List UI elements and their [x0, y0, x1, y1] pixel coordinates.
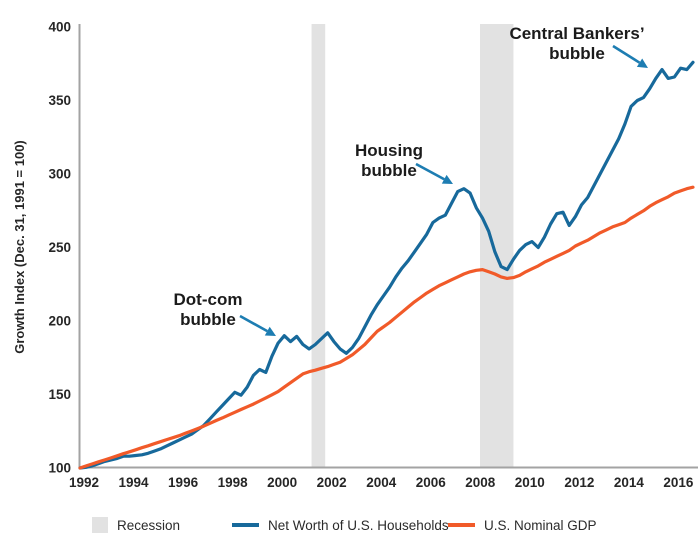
- x-tick-label: 2000: [267, 475, 297, 490]
- recession-band: [311, 24, 326, 468]
- x-tick-label: 2006: [416, 475, 447, 490]
- x-tick-label: 2010: [515, 475, 545, 490]
- annotation-arrow: [415, 162, 445, 181]
- annotation-text: bubble: [180, 310, 236, 329]
- y-axis-title: Growth Index (Dec. 31, 1991 = 100): [12, 140, 27, 354]
- annotation-arrow: [612, 44, 641, 64]
- annotation-text: bubble: [549, 44, 605, 63]
- legend-label-recession: Recession: [117, 517, 181, 533]
- annotation-arrowhead: [264, 326, 276, 336]
- x-tick-label: 2004: [366, 475, 397, 490]
- annotation-arrow: [239, 314, 268, 333]
- annotation-text: Dot-com: [174, 290, 243, 309]
- x-tick-label: 1994: [119, 475, 150, 490]
- y-tick-label: 400: [48, 20, 71, 35]
- legend-label-gdp: U.S. Nominal GDP: [484, 517, 597, 533]
- annotation-arrowhead: [441, 174, 453, 184]
- y-tick-label: 350: [48, 93, 71, 108]
- legend: Recession Net Worth of U.S. Households U…: [0, 511, 700, 543]
- gdp-swatch: [448, 523, 475, 527]
- legend-item-recession: Recession: [92, 511, 180, 539]
- y-tick-label: 300: [48, 167, 71, 182]
- x-tick-label: 2012: [564, 475, 594, 490]
- y-tick-label: 100: [48, 461, 71, 476]
- annotation-arrowhead: [636, 58, 648, 68]
- recession-swatch: [92, 517, 108, 533]
- x-tick-label: 1992: [69, 475, 99, 490]
- gdp-line: [78, 185, 695, 470]
- x-tick-label: 2016: [663, 475, 694, 490]
- chart-canvas: 100 150 200 250 300 350 400 1992 1994 1996 1998 200…: [12, 20, 698, 490]
- net-worth-swatch: [232, 523, 259, 527]
- y-tick-label: 250: [48, 240, 71, 255]
- x-tick-label: 1996: [168, 475, 199, 490]
- y-tick-label: 200: [48, 314, 71, 329]
- x-tick-label: 2008: [465, 475, 496, 490]
- net-worth-line: [78, 60, 695, 470]
- annotation-text: bubble: [361, 161, 417, 180]
- annotation-text: Central Bankers’: [509, 24, 644, 43]
- legend-label-net-worth: Net Worth of U.S. Households: [268, 517, 449, 533]
- legend-item-net-worth: Net Worth of U.S. Households: [232, 511, 449, 539]
- recession-band: [479, 24, 514, 468]
- x-tick-label: 2014: [614, 475, 645, 490]
- legend-item-gdp: U.S. Nominal GDP: [448, 511, 597, 539]
- y-tick-label: 150: [48, 387, 71, 402]
- x-tick-label: 1998: [218, 475, 249, 490]
- x-tick-label: 2002: [317, 475, 347, 490]
- annotation-text: Housing: [355, 141, 423, 160]
